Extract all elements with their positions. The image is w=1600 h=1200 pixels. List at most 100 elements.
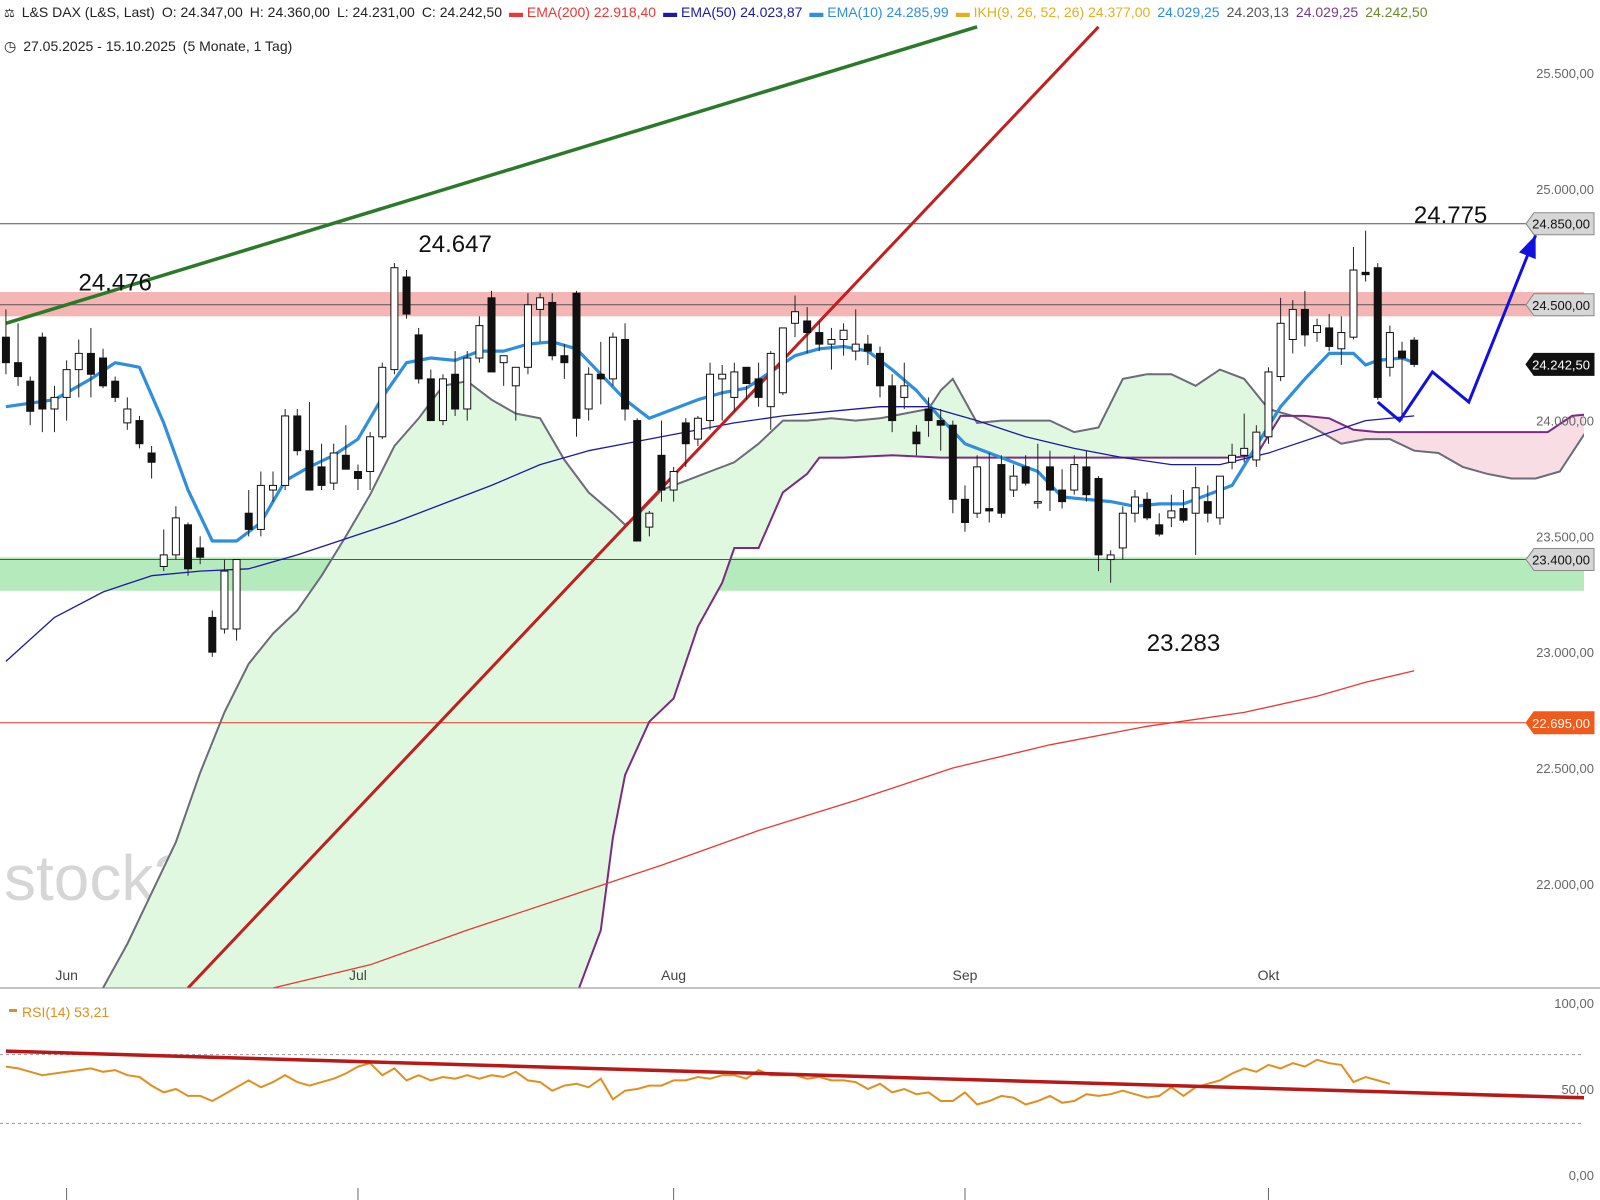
candle-body	[633, 420, 642, 542]
candle-body	[1276, 322, 1285, 378]
candle-body	[730, 371, 739, 398]
candle-body	[997, 464, 1006, 514]
candle-body	[511, 366, 520, 387]
y-tick-label: 24.000,00	[1536, 414, 1594, 429]
candle-body	[1300, 308, 1309, 336]
candle-body	[1373, 267, 1382, 398]
candle-body	[220, 570, 229, 630]
candle-body	[1058, 489, 1067, 503]
candle-body	[50, 396, 59, 410]
price-tag-box	[1525, 212, 1595, 236]
ema10-legend[interactable]: ▬ EMA(10) 24.285,99	[809, 4, 949, 20]
candle-body	[548, 301, 557, 357]
candle-body	[973, 466, 982, 514]
y-tick-label: 22.500,00	[1536, 761, 1594, 776]
candle-body	[924, 408, 933, 422]
trendline-1	[186, 25, 1100, 988]
candle-body	[1228, 454, 1237, 463]
ohlc-high: H: 24.360,00	[249, 4, 330, 20]
candle-body	[329, 452, 338, 484]
candle-body	[244, 512, 253, 530]
candle-body	[487, 297, 496, 373]
ema50-legend[interactable]: ▬ EMA(50) 24.023,87	[663, 4, 803, 20]
candle-body	[791, 311, 800, 324]
candle-body	[1070, 464, 1079, 491]
candle-body	[1094, 477, 1103, 556]
indicator-icon[interactable]: ⚖	[4, 6, 15, 20]
series-ema-200-line	[272, 670, 1415, 988]
price-annotation: 24.476	[78, 269, 151, 296]
candle-body	[1191, 487, 1200, 514]
rsi-tick-label: 100,00	[1554, 996, 1594, 1011]
candle-body	[451, 373, 460, 410]
candle-body	[560, 355, 569, 364]
candle-body	[390, 267, 399, 371]
clock-icon: ◷	[4, 38, 17, 54]
candle-body	[815, 332, 824, 345]
forecast-arrow-path	[1376, 234, 1537, 423]
candle-body	[14, 362, 23, 378]
price-tag-label: 24.500,00	[1532, 298, 1590, 313]
candle-body	[366, 436, 375, 473]
candle-body	[305, 450, 314, 491]
candle-body	[1325, 327, 1334, 347]
candle-body	[1, 336, 10, 364]
candle-body	[1179, 508, 1188, 521]
candle-body	[936, 420, 945, 426]
x-month-label: Jul	[349, 967, 367, 983]
rsi-tick-label: 50,00	[1561, 1082, 1594, 1097]
candle-body	[1215, 475, 1224, 519]
price-tag-label: 24.242,50	[1532, 357, 1590, 372]
forecast-arrow-head	[1519, 235, 1536, 260]
candle-body	[1385, 332, 1394, 368]
candle-body	[718, 373, 727, 380]
cloud-segment-1	[1295, 414, 1584, 479]
x-month-label: Okt	[1258, 967, 1280, 983]
rsi-line	[5, 1058, 1391, 1106]
y-tick-label: 25.000,00	[1536, 182, 1594, 197]
candle-body	[378, 366, 387, 438]
x-month-label: Sep	[953, 967, 978, 983]
candle-body	[778, 327, 787, 394]
candle-body	[414, 334, 423, 380]
candle-body	[196, 547, 205, 558]
instrument-name[interactable]: L&S DAX (L&S, Last)	[21, 4, 155, 20]
ikh-legend[interactable]: ▬ IKH(9, 26, 52, 26) 24.377,00	[955, 4, 1151, 20]
candle-body	[584, 373, 593, 410]
candle-body	[74, 352, 83, 371]
candle-body	[669, 471, 678, 491]
price-tag-label: 24.850,00	[1532, 217, 1590, 232]
candle-body	[293, 415, 302, 452]
candle-body	[269, 484, 277, 491]
candle-body	[111, 380, 120, 398]
price-plot: 24.476 24.647 24.775 23.283	[0, 25, 1584, 988]
candle-body	[341, 454, 350, 470]
candle-body	[1106, 554, 1115, 561]
candle-body	[596, 373, 605, 380]
price-tag-label: 23.400,00	[1532, 553, 1590, 568]
candle-body	[1021, 466, 1030, 484]
candle-body	[99, 357, 108, 387]
price-tag-box	[1525, 293, 1595, 317]
ikh-value-1: 24.029,25	[1157, 4, 1220, 20]
candle-body	[463, 357, 472, 410]
ema200-legend[interactable]: ▬ EMA(200) 22.918,40	[508, 4, 657, 20]
candle-body	[281, 415, 290, 486]
candle-body	[1203, 501, 1212, 514]
candle-body	[912, 431, 921, 445]
candle-body	[1009, 475, 1018, 491]
candle-body	[1155, 524, 1164, 535]
candle-body	[1118, 512, 1127, 549]
price-annotation: 23.283	[1147, 630, 1220, 657]
candle-body	[851, 343, 860, 352]
rsi-panel	[0, 1049, 1584, 1124]
candle-body	[1143, 498, 1152, 519]
period-range: 27.05.2025 - 15.10.2025	[23, 38, 176, 54]
period-interval: (5 Monate, 1 Tag)	[182, 38, 293, 54]
trendline-0	[5, 25, 978, 325]
candle-body	[900, 385, 909, 398]
candle-body	[706, 373, 715, 422]
candle-body	[159, 554, 168, 567]
candle-body	[1337, 332, 1346, 350]
